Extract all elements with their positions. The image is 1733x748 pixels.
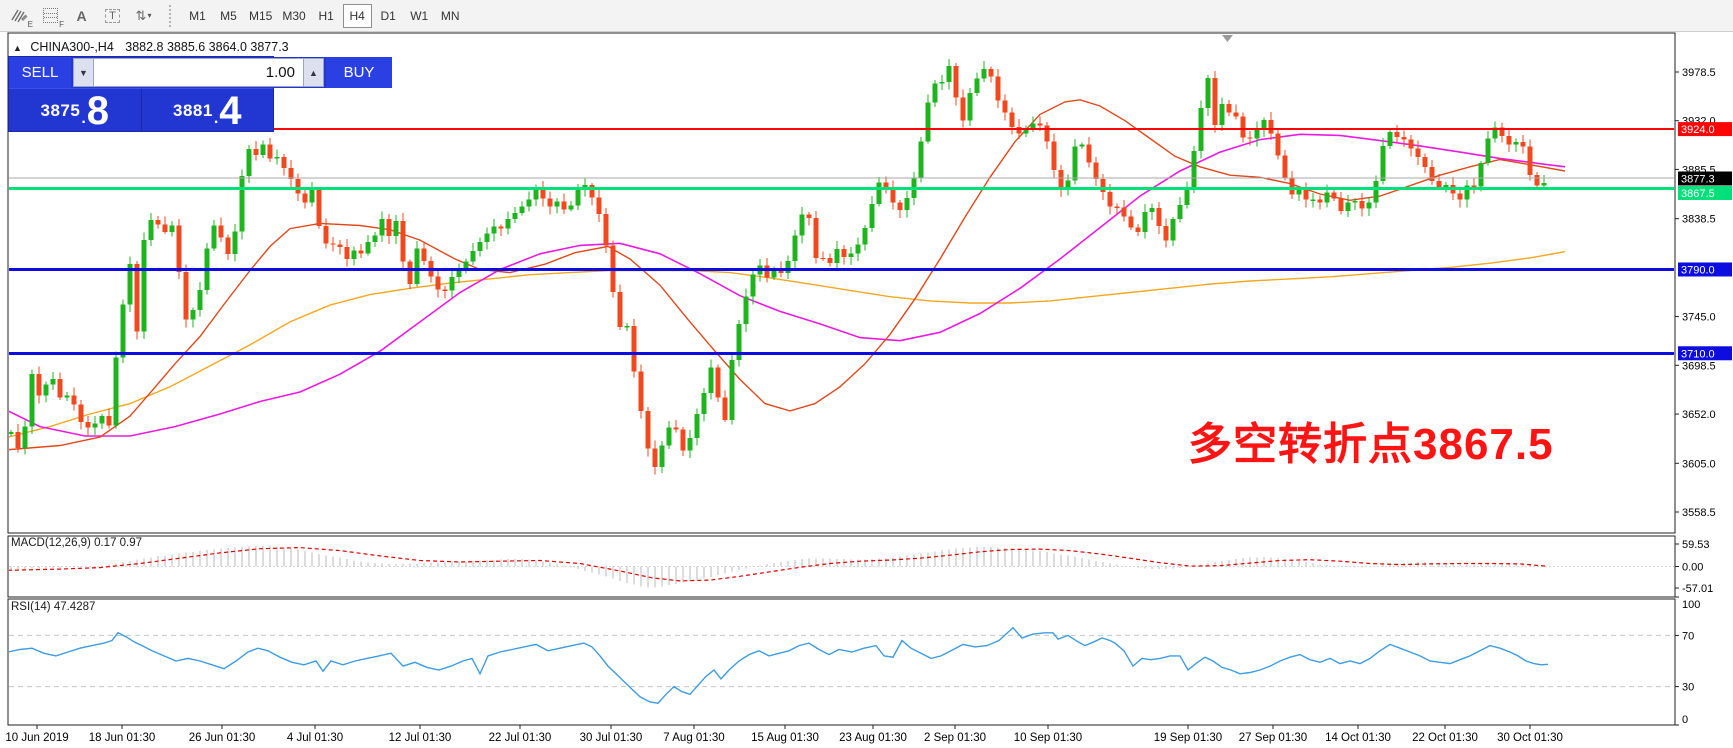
arrange-objects-icon[interactable]: ⇅ ▾ [128,3,159,29]
symbol-timeframe: CHINA300-,H4 [30,40,114,54]
price-badge-3877.3 [1678,171,1732,186]
indicators-icon[interactable]: E [4,3,35,29]
main-panel [8,33,1675,533]
chart-window: 3978.5 3932.0 3885.5 3838.5 3745.0 3698.5 3652… [0,32,1733,748]
price-axis-label: 3558.5 [1682,507,1716,519]
price-axis-label: 3838.5 [1682,214,1716,226]
ohlc-values: 3882.8 3885.6 3864.0 3877.3 [125,40,289,54]
indicators-icon-sub: E [27,19,33,29]
toolbar-separator [169,4,174,27]
price-badge-label: 3867.5 [1681,188,1715,200]
price-axis: 3978.53932.03885.53838.53745.03698.53652… [1675,67,1732,726]
date-axis-label: 30 Jul 01:30 [580,732,643,744]
price-axis-label: 3652.0 [1682,409,1716,421]
macd-signal-line [9,546,1547,582]
date-axis-label: 22 Jul 01:30 [489,732,552,744]
macd-histogram [10,545,1545,588]
tf-button-d1[interactable]: D1 [374,4,403,28]
date-axis-label: 10 Jun 2019 [5,732,68,744]
macd-axis-label: -57.01 [1682,583,1713,595]
price-badge-label: 3877.3 [1681,174,1715,186]
price-badge-label: 3790.0 [1681,264,1715,276]
tf-button-h1[interactable]: H1 [312,4,341,28]
tf-button-m30[interactable]: M30 [278,4,309,28]
price-badge-label: 3924.0 [1681,124,1715,136]
tf-button-mn[interactable]: MN [436,4,465,28]
macd-label: MACD(12,26,9) 0.17 0.97 [11,537,143,549]
candlesticks [9,59,1547,475]
text-label-icon[interactable]: A [66,3,97,29]
tf-button-m5[interactable]: M5 [214,4,243,28]
dropdown-caret-icon: ▾ [147,11,152,20]
date-axis-label: 10 Sep 01:30 [1014,732,1082,744]
main-toolbar: E F A T ⇅ ▾ M1 M5 M15 M30 H1 H4 D1 W1 MN [0,0,1733,32]
buy-price[interactable]: 3881 . 4 [172,88,242,133]
chart-shift-marker-icon [1222,35,1233,42]
price-axis-label: 3978.5 [1682,67,1716,79]
tf-button-m15[interactable]: M15 [245,4,276,28]
ma-fast-red [9,99,1566,451]
tf-button-h4[interactable]: H4 [342,3,372,28]
date-axis-label: 12 Jul 01:30 [389,732,452,744]
text-box-icon[interactable]: T [97,3,128,29]
grid-icon-sub: F [59,19,64,29]
date-axis-label: 19 Sep 01:30 [1154,732,1222,744]
main-chart-content [9,59,1566,475]
volume-increase-button[interactable]: ▲ [303,58,324,87]
volume-decrease-button[interactable]: ▼ [73,58,94,87]
rsi-axis-label: 0 [1682,714,1688,726]
sell-button[interactable]: SELL [9,57,71,88]
date-axis-label: 7 Aug 01:30 [663,732,724,744]
rsi-content [9,626,1674,704]
chart-canvas[interactable]: 3978.53932.03885.53838.53745.03698.53652… [0,32,1733,748]
price-badge-3924.0 [1678,122,1732,137]
date-axis-label: 27 Sep 01:30 [1239,732,1307,744]
date-axis-label: 15 Aug 01:30 [751,732,819,744]
price-badge-label: 3710.0 [1681,348,1715,360]
rsi-label: RSI(14) 47.4287 [11,601,96,613]
horizontal-level-lines [9,128,1674,355]
macd-content [9,545,1674,588]
chart-annotation-text: 多空转折点3867.5 [1188,420,1554,469]
chart-title: ▲ CHINA300-,H4 3882.8 3885.6 3864.0 3877… [13,40,289,54]
date-axis-label: 22 Oct 01:30 [1412,732,1478,744]
macd-axis-label: 59.53 [1682,539,1710,551]
price-badge-3867.5 [1678,186,1732,200]
volume-control: ▼ ▲ [71,57,326,88]
ma-slow-yellow [9,251,1566,438]
date-axis: 10 Jun 2019 18 Jun 01:30 26 Jun 01:30 4 Jul… [5,725,1563,744]
date-axis-label: 26 Jun 01:30 [189,732,256,744]
rsi-panel [8,599,1675,725]
buy-button[interactable]: BUY [326,57,392,88]
tf-button-m1[interactable]: M1 [183,4,212,28]
grid-icon[interactable]: F [35,3,66,29]
price-badge-3710.0 [1678,346,1732,361]
rsi-axis-label: 30 [1682,682,1694,694]
sell-price[interactable]: 3875 . 8 [9,89,142,132]
date-axis-label: 4 Jul 01:30 [287,732,343,744]
collapse-triangle-icon: ▲ [13,43,22,53]
ma-magenta [9,133,1566,437]
tf-button-w1[interactable]: W1 [405,4,434,28]
date-axis-label: 2 Sep 01:30 [924,732,986,744]
volume-input[interactable] [94,58,303,87]
date-axis-label: 14 Oct 01:30 [1325,732,1391,744]
date-axis-label: 23 Aug 01:30 [839,732,907,744]
rsi-axis-label: 70 [1682,630,1694,642]
macd-axis-label: 0.00 [1682,562,1703,574]
rsi-line [9,626,1549,704]
price-badge-3790.0 [1678,262,1732,277]
price-axis-label: 3698.5 [1682,360,1716,372]
price-axis-label: 3605.0 [1682,458,1716,470]
price-axis-label: 3745.0 [1682,312,1716,324]
one-click-trading-panel: SELL ▼ ▲ BUY 3875 . 8 3881 . 4 [8,56,392,133]
rsi-axis-label: 100 [1682,599,1700,611]
date-axis-label: 18 Jun 01:30 [89,732,156,744]
date-axis-label: 30 Oct 01:30 [1497,732,1563,744]
